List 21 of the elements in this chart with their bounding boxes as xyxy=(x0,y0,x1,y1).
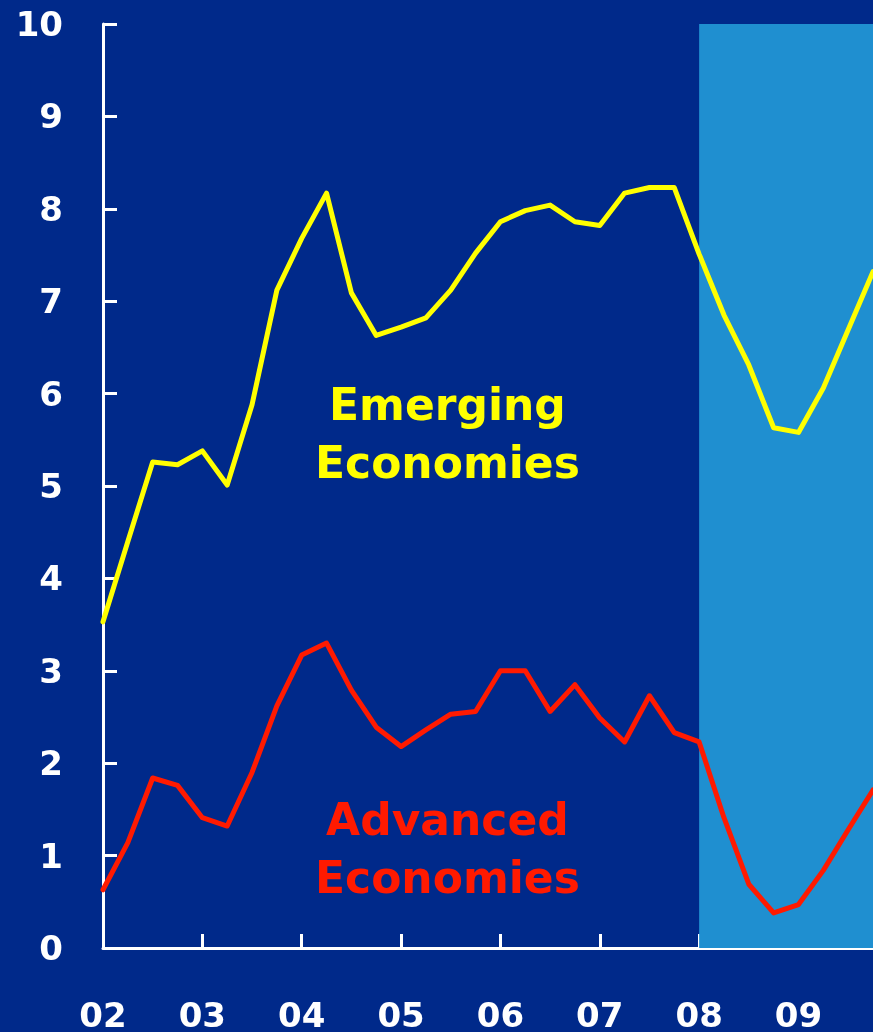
x-tick-label: 03 xyxy=(178,995,227,1032)
y-tick-label: 0 xyxy=(39,928,63,968)
y-tick-label: 8 xyxy=(39,188,63,229)
x-tick-label: 02 xyxy=(79,995,127,1032)
x-tick-label: 04 xyxy=(278,995,326,1032)
y-tick-label: 10 xyxy=(15,4,63,44)
y-tick-label: 2 xyxy=(39,743,63,784)
x-tick-label: 09 xyxy=(774,995,823,1032)
x-tick-label: 07 xyxy=(576,995,624,1032)
x-tick-label: 06 xyxy=(476,995,525,1032)
y-tick-label: 7 xyxy=(39,281,63,322)
y-tick-label: 1 xyxy=(39,835,63,876)
series-label: Emerging Economies xyxy=(315,378,580,488)
y-tick-label: 4 xyxy=(39,558,63,599)
y-tick-label: 5 xyxy=(39,466,63,506)
series-label: Advanced Economies xyxy=(315,793,580,903)
x-tick-label: 08 xyxy=(675,995,723,1032)
x-tick-label: 05 xyxy=(377,995,425,1032)
y-tick-label: 9 xyxy=(39,96,63,137)
y-tick-label: 3 xyxy=(39,650,63,691)
y-tick-label: 6 xyxy=(39,373,63,414)
